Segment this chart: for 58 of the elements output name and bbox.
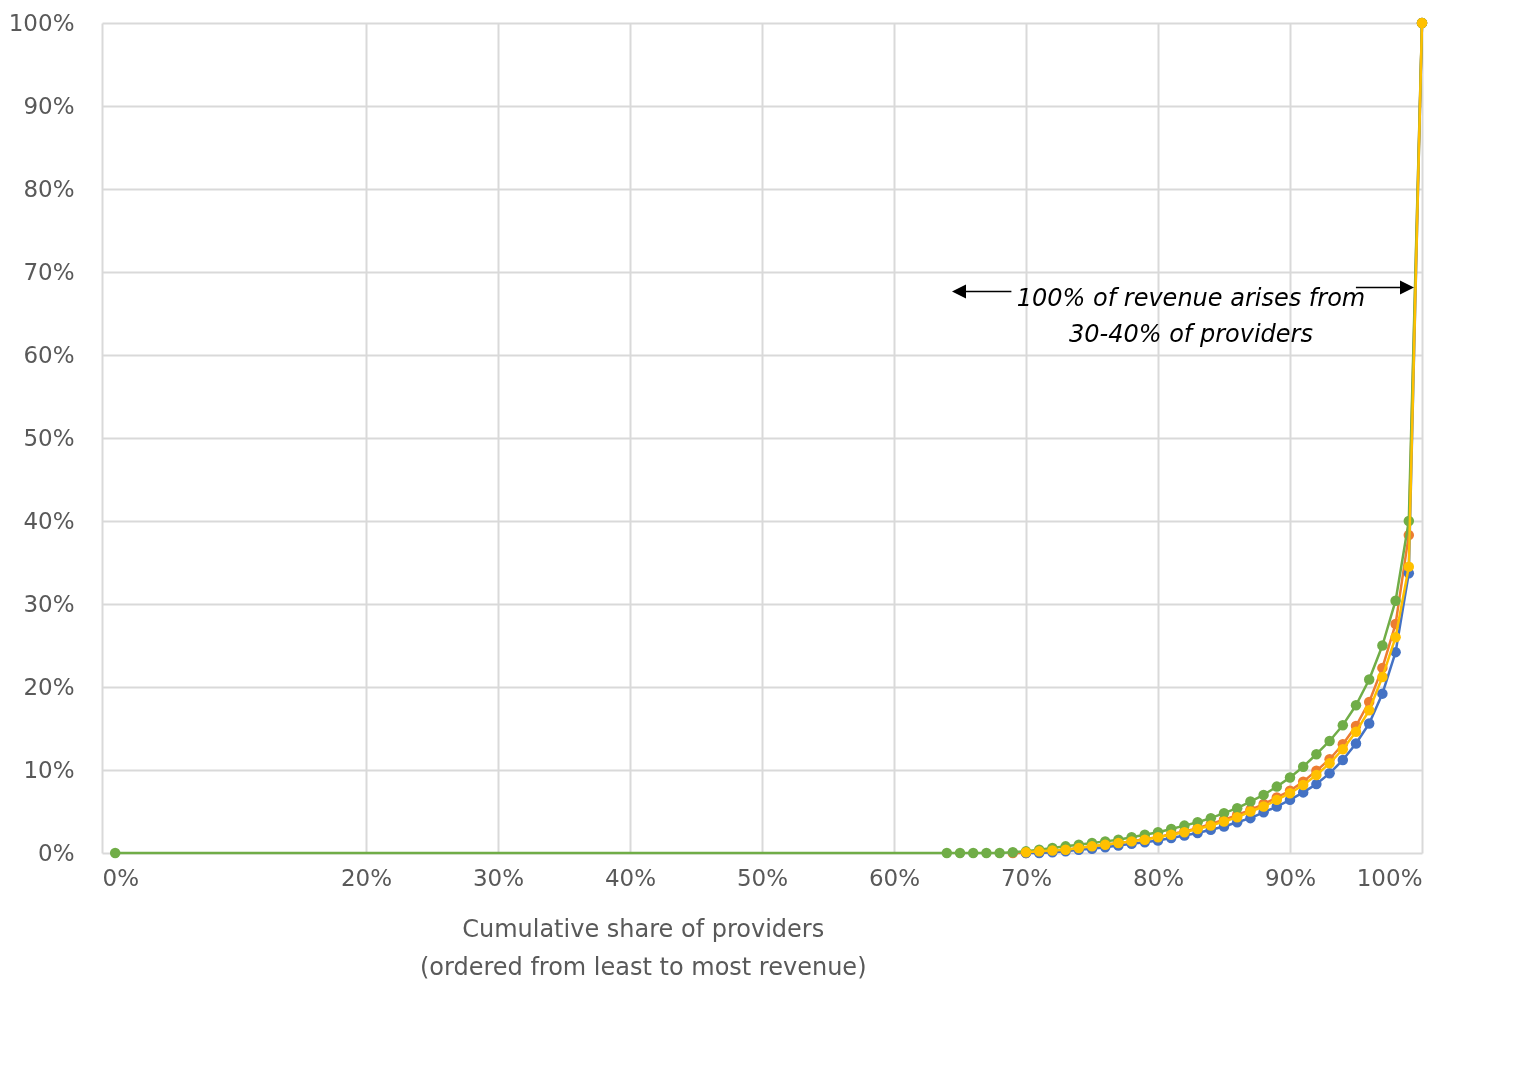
point <box>1390 631 1401 643</box>
point <box>1337 754 1349 766</box>
point <box>1363 674 1375 685</box>
point <box>1363 705 1375 716</box>
y-tick-label: 10% <box>23 756 75 783</box>
x-tick-label: 40% <box>604 864 657 891</box>
point <box>1363 718 1375 729</box>
y-tick-label: 40% <box>23 507 75 534</box>
point <box>1284 772 1296 783</box>
x-axis-title: Cumulative share of providers (ordered from least to most revenue) <box>419 915 867 981</box>
point <box>1311 769 1322 781</box>
y-tick-label: 70% <box>23 258 75 285</box>
point <box>1297 761 1309 772</box>
point <box>1350 700 1362 711</box>
x-tick-label: 90% <box>1264 864 1317 891</box>
point <box>1324 735 1335 747</box>
x-tick-label: 20% <box>340 864 393 891</box>
y-tick-label: 80% <box>23 175 75 202</box>
x-tick-label: 30% <box>472 864 525 891</box>
point <box>1245 796 1256 807</box>
x-tick-label: 0% <box>102 864 139 891</box>
point <box>1337 744 1349 755</box>
point <box>1337 719 1349 731</box>
y-tick-label: 100% <box>8 9 75 36</box>
point <box>1324 758 1335 769</box>
x-tick-label: 60% <box>868 864 921 891</box>
point <box>1350 726 1362 738</box>
x-tick-label: 50% <box>736 864 789 891</box>
y-tick-label: 30% <box>23 590 75 617</box>
y-tick-label: 50% <box>23 424 75 451</box>
point <box>1311 749 1322 760</box>
annotation: 100% of revenue arises from 30-40% of providers <box>1016 284 1366 349</box>
point <box>1390 595 1401 606</box>
point <box>109 847 121 859</box>
point <box>1390 646 1401 658</box>
point <box>954 847 966 859</box>
point <box>967 847 979 859</box>
point <box>1231 802 1243 814</box>
point <box>1324 768 1335 779</box>
point <box>1377 671 1388 683</box>
point <box>941 847 953 859</box>
y-tick-label: 0% <box>38 839 75 866</box>
point <box>1377 688 1388 699</box>
x-tick-label: 80% <box>1132 864 1185 891</box>
point <box>1350 738 1362 749</box>
y-tick-label: 90% <box>23 92 75 119</box>
point <box>981 847 992 859</box>
x-tick-label: 70% <box>1000 864 1053 891</box>
y-tick-label: 20% <box>23 673 75 700</box>
point <box>1271 781 1283 792</box>
point <box>1377 640 1388 651</box>
point <box>1311 778 1322 790</box>
y-tick-label: 60% <box>23 341 75 368</box>
point <box>1403 561 1415 572</box>
point <box>994 847 1005 859</box>
x-tick-label: 100% <box>1356 864 1423 891</box>
point <box>1258 789 1269 801</box>
point <box>1297 779 1309 791</box>
